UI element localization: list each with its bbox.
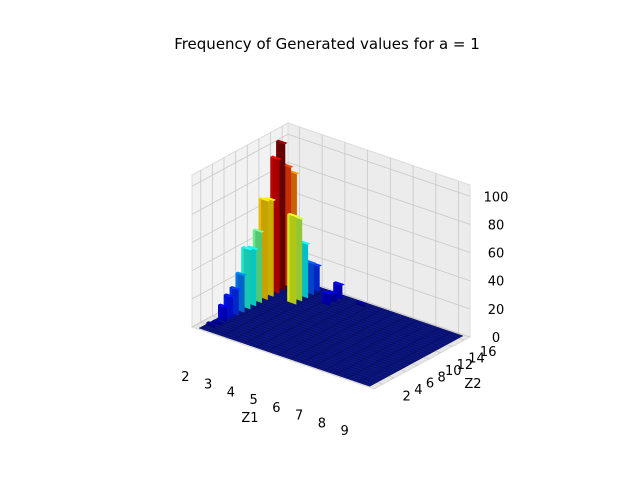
- bar-face-left: [218, 303, 221, 319]
- y-tick-label: 10: [445, 364, 462, 379]
- x-tick-label: 7: [295, 409, 303, 424]
- grid-z-back: [287, 162, 471, 225]
- bar-face-top: [247, 245, 259, 250]
- x-tick-label: 4: [227, 385, 235, 400]
- bar-face-top: [333, 281, 345, 286]
- bar-face-top: [212, 319, 224, 324]
- bar-face-top: [241, 245, 253, 251]
- x-tick-label: 8: [318, 416, 326, 431]
- bar-face-top: [264, 196, 276, 202]
- y-tick-label: 4: [414, 383, 422, 398]
- y-tick-label: 14: [468, 352, 485, 367]
- bars: [206, 139, 368, 329]
- grid-z-back: [287, 190, 471, 253]
- bar-face-left: [321, 290, 324, 303]
- grid-z-back: [287, 133, 471, 197]
- bar-2-4: [218, 303, 230, 322]
- bar-face-top: [321, 290, 334, 295]
- bar-face-top: [235, 271, 247, 276]
- x-tick-label: 2: [181, 370, 189, 385]
- x-tick-label: 6: [272, 401, 280, 416]
- y-tick-label: 16: [480, 345, 497, 360]
- y-axis-label: Z2: [464, 377, 481, 392]
- z-tick-label: 40: [488, 275, 505, 290]
- bar-face-top: [270, 155, 282, 160]
- bar-5-16: [356, 300, 368, 308]
- bar-face-top: [327, 290, 339, 295]
- grid-z-back: [287, 246, 471, 310]
- y-tick-label: 2: [403, 389, 411, 404]
- bar-face-left: [287, 212, 290, 302]
- bar-2-2: [206, 321, 218, 329]
- bar-face-top: [356, 300, 368, 305]
- x-tick-label: 9: [340, 424, 348, 439]
- grid-z-back: [287, 218, 471, 282]
- z-tick-label: 60: [488, 247, 505, 262]
- bar-3-12: [287, 212, 299, 305]
- bar-face-top: [218, 303, 230, 308]
- x-tick-label: 3: [204, 378, 212, 393]
- bar-face-top: [287, 212, 299, 218]
- bar-face-front: [212, 320, 222, 326]
- z-tick-label: 20: [488, 303, 505, 318]
- y-tick-label: 8: [437, 370, 445, 385]
- bar-face-top: [223, 293, 236, 298]
- chart-title: Frequency of Generated values for a = 1: [174, 35, 480, 53]
- bar-face-top: [252, 228, 265, 233]
- bar-face-top: [206, 321, 218, 326]
- bar-face-top: [229, 286, 242, 291]
- y-tick-label: 6: [426, 377, 434, 392]
- floor-cells: [198, 277, 464, 387]
- x-axis-label: Z1: [241, 411, 258, 426]
- bar-4-14: [321, 290, 334, 306]
- floor-cell: [357, 380, 374, 387]
- z-tick-label: 100: [484, 190, 509, 205]
- bar-2-3: [212, 319, 224, 326]
- x-tick-label: 5: [249, 393, 257, 408]
- y-tick-label: 12: [457, 358, 474, 373]
- z-tick-label: 80: [488, 218, 505, 233]
- z-tick-label: 0: [492, 331, 500, 346]
- bar-face-top: [258, 197, 271, 202]
- grid-z-left: [191, 133, 289, 187]
- bar-face-top: [276, 139, 288, 145]
